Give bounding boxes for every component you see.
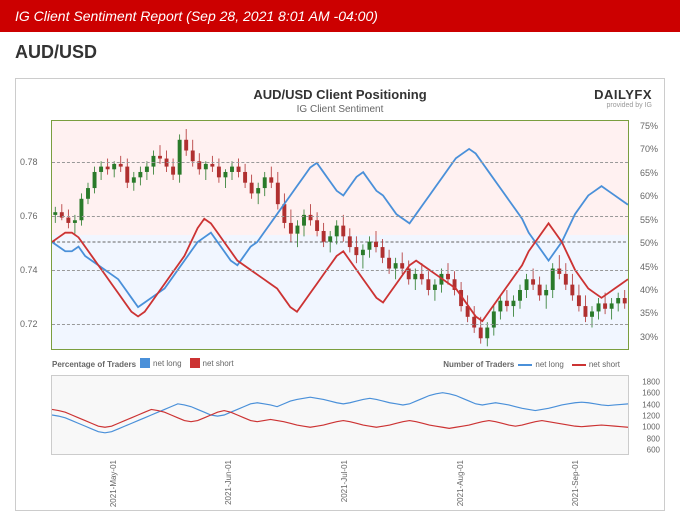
logo-sub-text: provided by IG xyxy=(594,102,652,109)
right-axis-tick: 70% xyxy=(640,144,658,154)
sec-axis-tick: 600 xyxy=(647,446,660,455)
left-axis-tick: 0.76 xyxy=(20,211,38,221)
left-axis-tick: 0.74 xyxy=(20,265,38,275)
legend-left-title: Percentage of Traders xyxy=(52,360,136,369)
legend-row: Percentage of Traders net longnet short … xyxy=(52,358,628,370)
right-axis-tick: 50% xyxy=(640,238,658,248)
legend-item: net short xyxy=(572,360,620,369)
logo-main-text: DAILYFX xyxy=(594,87,652,102)
right-axis-tick: 45% xyxy=(640,262,658,272)
legend-right-items: net long net short xyxy=(518,359,628,370)
legend-left-items: net long net short xyxy=(140,358,242,370)
x-axis-label: 2021-May-01 xyxy=(109,460,118,507)
legend-item: net long xyxy=(518,360,563,369)
right-axis-tick: 35% xyxy=(640,308,658,318)
right-axis-tick: 65% xyxy=(640,168,658,178)
sec-axis-tick: 1200 xyxy=(642,412,660,421)
report-header: IG Client Sentiment Report (Sep 28, 2021… xyxy=(0,0,680,32)
chart-title: AUD/USD Client Positioning xyxy=(16,79,664,104)
chart-container: DAILYFX provided by IG AUD/USD Client Po… xyxy=(15,78,665,511)
right-axis-tick: 60% xyxy=(640,191,658,201)
x-axis-label: 2021-Jun-01 xyxy=(224,460,233,505)
pair-subtitle: AUD/USD xyxy=(0,32,680,73)
left-axis-tick: 0.78 xyxy=(20,157,38,167)
right-axis-tick: 40% xyxy=(640,285,658,295)
sec-axis-tick: 1600 xyxy=(642,389,660,398)
legend-item: net short xyxy=(190,358,234,368)
right-axis-tick: 55% xyxy=(640,215,658,225)
chart-subtitle: IG Client Sentiment xyxy=(16,104,664,120)
dailyfx-logo: DAILYFX provided by IG xyxy=(594,87,652,109)
x-axis: 2021-May-01 2021-Jun-01 2021-Jul-01 2021-Au… xyxy=(51,455,629,510)
header-title: IG Client Sentiment Report (Sep 28, 2021… xyxy=(15,8,378,24)
sec-axis-tick: 1000 xyxy=(642,423,660,432)
right-axis-tick: 75% xyxy=(640,121,658,131)
x-axis-label: 2021-Aug-01 xyxy=(456,460,465,506)
main-chart: 0.720.740.760.7830%35%40%45%50%55%60%65%… xyxy=(51,120,629,350)
secondary-chart: Percentage of Traders net longnet short … xyxy=(51,375,629,455)
x-axis-label: 2021-Jul-01 xyxy=(340,460,349,502)
sec-axis-tick: 1800 xyxy=(642,377,660,386)
legend-right-title: Number of Traders xyxy=(443,360,514,369)
left-axis-tick: 0.72 xyxy=(20,319,38,329)
sec-axis-tick: 1400 xyxy=(642,400,660,409)
right-axis-tick: 30% xyxy=(640,332,658,342)
x-axis-label: 2021-Sep-01 xyxy=(571,460,580,506)
sec-axis-tick: 800 xyxy=(647,434,660,443)
legend-item: net long xyxy=(140,358,181,368)
